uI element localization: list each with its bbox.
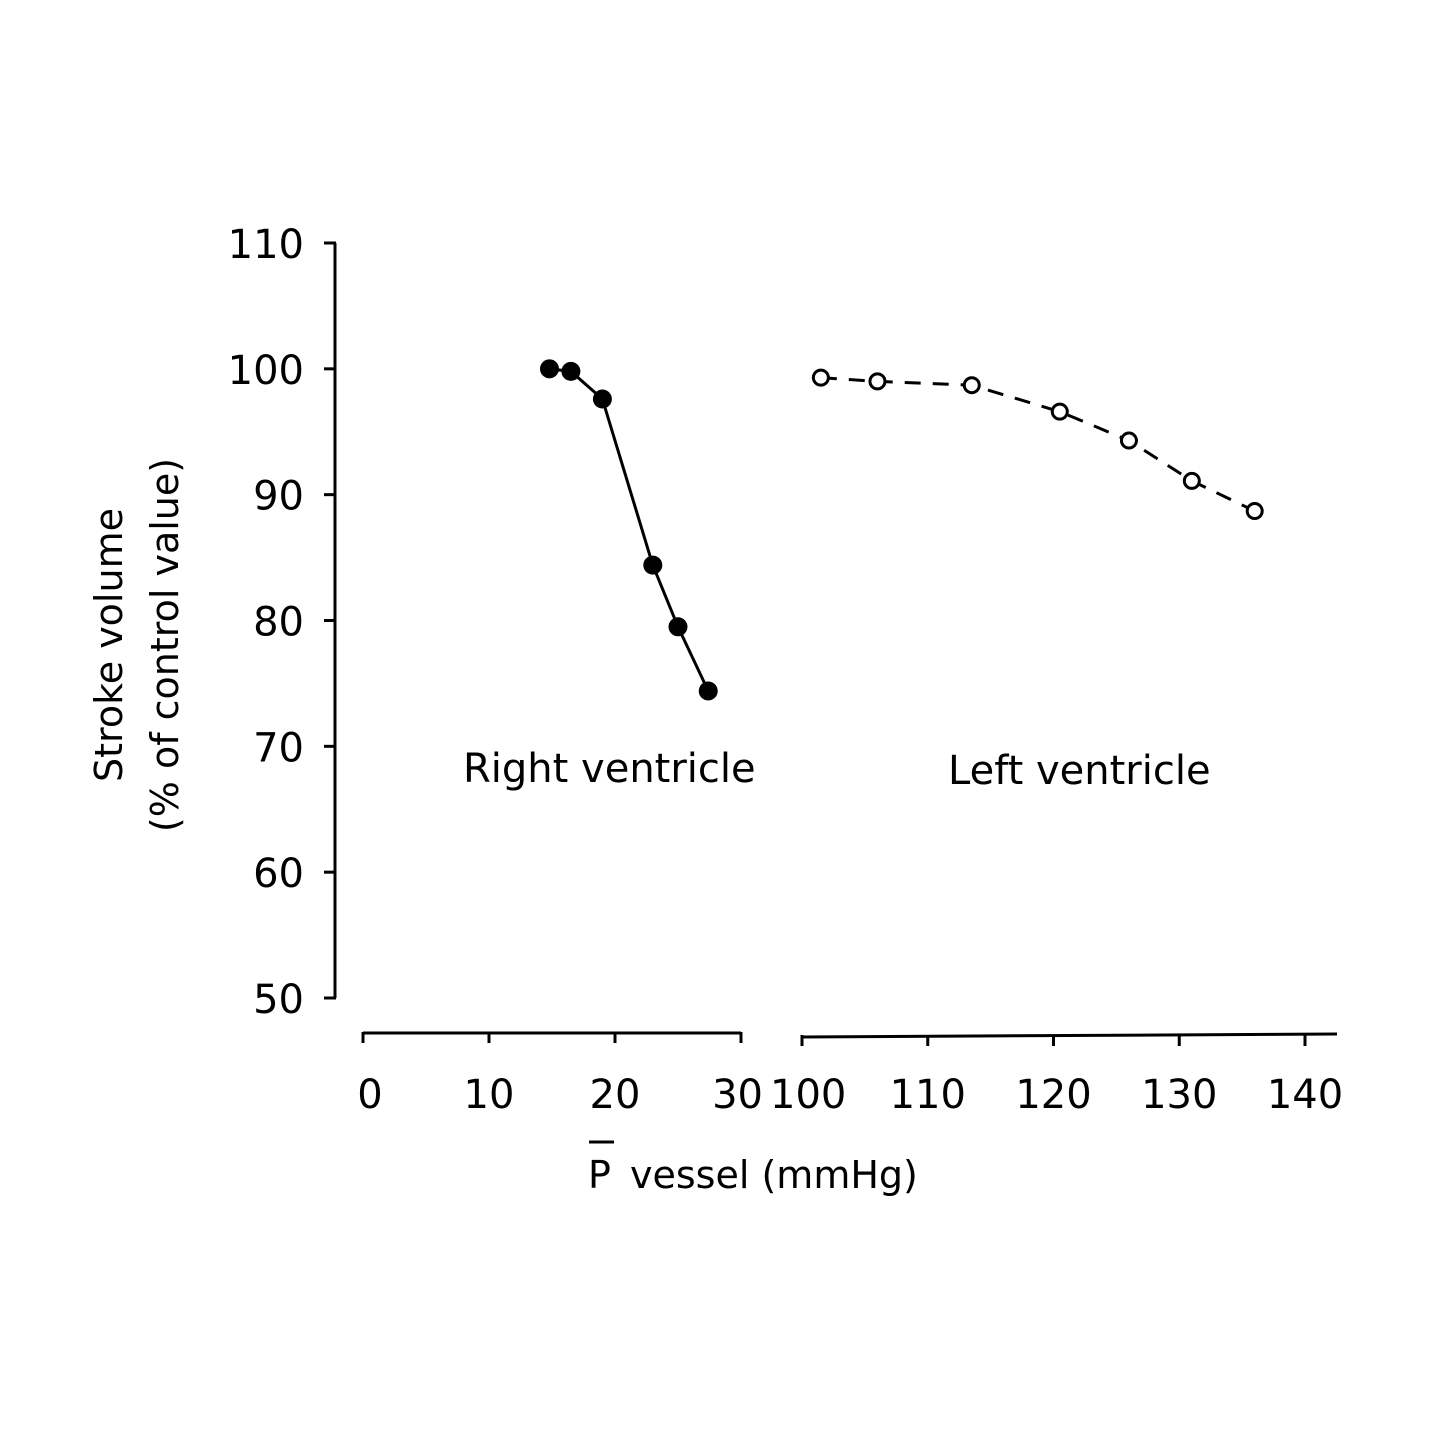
series-line	[820, 376, 1256, 513]
series-layer	[539, 359, 1264, 701]
data-point	[1182, 471, 1201, 490]
x-tick-label: 100	[770, 1072, 846, 1118]
data-point	[868, 372, 887, 391]
data-point	[1050, 402, 1069, 421]
data-point	[811, 368, 830, 387]
series-line	[549, 367, 710, 692]
x-tick-label: 10	[464, 1072, 515, 1118]
data-point	[698, 681, 718, 701]
y-tick-label: 50	[253, 977, 304, 1023]
data-point	[1245, 502, 1264, 521]
x-tick-label: 140	[1267, 1072, 1343, 1118]
data-point	[962, 376, 981, 395]
data-point	[1119, 431, 1138, 450]
data-point	[643, 555, 663, 575]
y-tick-label: 70	[253, 725, 304, 771]
y-tick-label: 100	[228, 348, 304, 394]
y-tick-label: 90	[253, 474, 304, 520]
x-axis-line-left	[801, 1032, 1338, 1039]
x-axis-title: vessel (mmHg)	[630, 1153, 918, 1197]
y-tick-label: 80	[253, 600, 304, 646]
x-tick-label: 0	[357, 1072, 382, 1118]
y-ticks: 50 60 70 80 90 100 110	[228, 222, 336, 1023]
series-label-left-ventricle: Left ventricle	[948, 748, 1211, 794]
x-ticks: 0 10 20 30 100 110 120 130 140	[357, 1032, 1343, 1118]
x-tick-label: 130	[1141, 1072, 1217, 1118]
data-point	[561, 361, 581, 381]
y-axis-title-line1: Stroke volume	[87, 508, 131, 782]
x-tick-label: 120	[1015, 1072, 1091, 1118]
x-tick-label: 20	[590, 1072, 641, 1118]
y-tick-label: 110	[228, 222, 304, 268]
y-tick-label: 60	[253, 851, 304, 897]
y-axis-title-line2: (% of control value)	[143, 458, 187, 832]
data-point	[668, 617, 688, 637]
x-axis-title-symbol: P	[588, 1153, 611, 1197]
series-label-right-ventricle: Right ventricle	[463, 746, 756, 792]
data-point	[539, 359, 559, 379]
x-tick-label: 110	[890, 1072, 966, 1118]
data-point	[592, 389, 612, 409]
x-tick-label: 30	[712, 1072, 763, 1118]
